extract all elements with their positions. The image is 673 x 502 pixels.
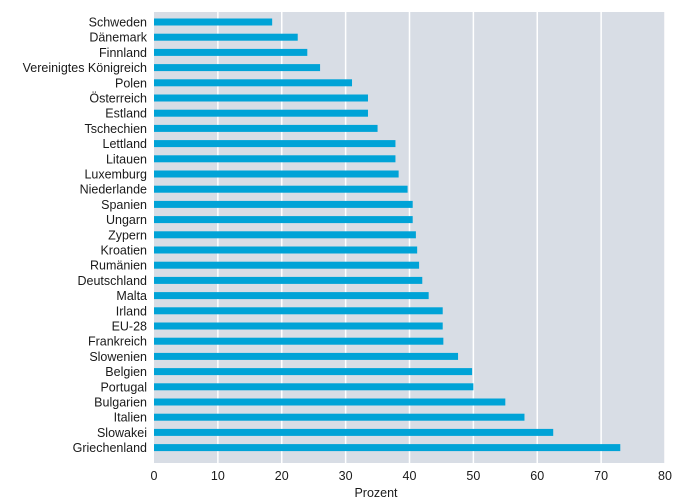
- x-tick-label: 60: [530, 469, 544, 483]
- category-label: Luxemburg: [84, 168, 147, 182]
- bar: [154, 383, 474, 391]
- bar: [154, 337, 444, 345]
- bar: [154, 170, 399, 178]
- category-label: Irland: [116, 304, 147, 318]
- bar: [154, 124, 378, 132]
- bar: [154, 109, 368, 117]
- x-tick-label: 70: [594, 469, 608, 483]
- x-tick-label: 80: [658, 469, 672, 483]
- category-label: Ungarn: [106, 213, 147, 227]
- category-label: Slowakei: [97, 426, 147, 440]
- x-tick-label: 0: [151, 469, 158, 483]
- category-label: Estland: [105, 107, 147, 121]
- bar: [154, 307, 443, 315]
- bar: [154, 398, 506, 406]
- bar: [154, 322, 443, 330]
- bar: [154, 413, 525, 421]
- category-label: Schweden: [89, 16, 147, 30]
- category-label: Österreich: [89, 92, 147, 106]
- x-tick-label: 30: [339, 469, 353, 483]
- bar: [154, 48, 308, 56]
- bar: [154, 444, 621, 452]
- bar: [154, 33, 298, 41]
- bar: [154, 200, 413, 208]
- bar: [154, 18, 273, 26]
- bar: [154, 368, 473, 376]
- category-label: Niederlande: [80, 183, 147, 197]
- category-label: Rumänien: [90, 259, 147, 273]
- category-label: Polen: [115, 76, 147, 90]
- bar: [154, 428, 554, 436]
- category-label: Kroatien: [100, 244, 147, 258]
- bar: [154, 155, 396, 163]
- category-label: Portugal: [100, 380, 147, 394]
- category-label: Italien: [114, 411, 147, 425]
- bar: [154, 352, 459, 360]
- category-label: Tschechien: [84, 122, 147, 136]
- bar: [154, 140, 396, 148]
- category-label: Malta: [116, 289, 147, 303]
- category-label: Finnland: [99, 46, 147, 60]
- category-label: Frankreich: [88, 335, 147, 349]
- category-label: EU-28: [112, 320, 147, 334]
- bar: [154, 79, 353, 87]
- x-tick-label: 10: [211, 469, 225, 483]
- bar: [154, 216, 413, 224]
- bar: [154, 246, 418, 254]
- x-tick-label: 50: [466, 469, 480, 483]
- x-tick-labels: 0 10 20 30 40 50 60 70 80: [151, 469, 672, 483]
- bars: [154, 18, 621, 452]
- bar: [154, 185, 408, 193]
- category-label: Litauen: [106, 152, 147, 166]
- category-label: Vereinigtes Königreich: [23, 61, 147, 75]
- category-label: Bulgarien: [94, 396, 147, 410]
- category-label: Zypern: [108, 228, 147, 242]
- bar: [154, 292, 429, 300]
- category-label: Lettland: [103, 137, 148, 151]
- category-label: Dänemark: [89, 31, 147, 45]
- x-tick-label: 40: [403, 469, 417, 483]
- bar: [154, 231, 416, 239]
- category-label: Deutschland: [78, 274, 148, 288]
- bar: [154, 261, 420, 269]
- category-label: Belgien: [105, 365, 147, 379]
- bar: [154, 276, 423, 284]
- x-axis-title: Prozent: [354, 486, 398, 500]
- bar: [154, 64, 321, 72]
- bar: [154, 94, 368, 102]
- x-tick-label: 20: [275, 469, 289, 483]
- category-label: Griechenland: [73, 441, 147, 455]
- category-label: Spanien: [101, 198, 147, 212]
- category-label: Slowenien: [89, 350, 147, 364]
